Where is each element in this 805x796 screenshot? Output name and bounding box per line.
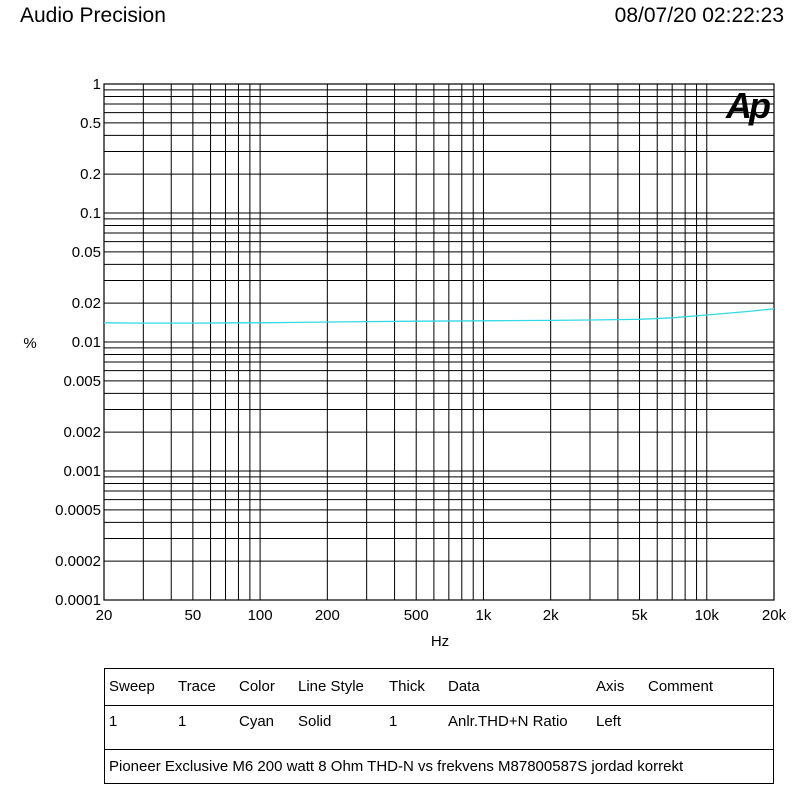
x-tick-label: 2k: [543, 607, 559, 624]
thd-n-chart: 20 50 100 200 500 1k 2k 5k 10k 20k 1 0.5 0.2 0.1 0.05…: [23, 76, 787, 650]
x-tick-label: 10k: [695, 607, 720, 624]
plot-frame: [103, 83, 775, 601]
x-axis-label: Hz: [431, 633, 449, 650]
y-tick-label: 0.2: [80, 166, 101, 183]
test-comment: Pioneer Exclusive M6 200 watt 8 Ohm THD-…: [109, 758, 684, 775]
y-tick-label: 0.0001: [55, 592, 101, 609]
cell-sweep: 1: [109, 713, 118, 730]
y-tick-label: 0.005: [63, 373, 101, 390]
header-data: Data: [448, 678, 480, 695]
x-tick-label: 50: [185, 607, 202, 624]
x-tick-label: 100: [248, 607, 273, 624]
y-tick-label: 0.0002: [55, 553, 101, 570]
cell-axis: Left: [596, 713, 622, 730]
y-tick-label: 0.5: [80, 115, 101, 132]
y-tick-label: 0.1: [80, 205, 101, 222]
legend-header-row: Sweep Trace Color Line Style Thick Data …: [105, 669, 773, 706]
header-comment: Comment: [648, 678, 714, 695]
x-tick-label: 5k: [632, 607, 648, 624]
y-tick-label: 0.02: [72, 295, 101, 312]
x-tick-label: 20: [96, 607, 113, 624]
y-tick-label: 0.05: [72, 244, 101, 261]
x-tick-label: 20k: [762, 607, 787, 624]
report-title: Audio Precision: [20, 4, 166, 27]
chart-grid: [104, 84, 774, 600]
header-sweep: Sweep: [109, 678, 155, 695]
x-tick-label: 500: [404, 607, 429, 624]
header-trace: Trace: [178, 678, 216, 695]
header-axis: Axis: [596, 678, 625, 695]
y-tick-label: 0.002: [63, 424, 101, 441]
header-line-style: Line Style: [298, 678, 364, 695]
x-tick-label: 200: [315, 607, 340, 624]
y-tick-labels: 1 0.5 0.2 0.1 0.05 0.02 0.01 0.005 0.002 0.001 0.0…: [55, 76, 101, 609]
legend-data-row: 1 1 Cyan Solid 1 Anlr.THD+N Ratio Left: [105, 705, 773, 750]
y-axis-label: %: [23, 335, 36, 352]
cell-line-style: Solid: [298, 713, 332, 730]
y-tick-label: 1: [93, 76, 101, 93]
cell-data: Anlr.THD+N Ratio: [448, 713, 568, 730]
cell-thick: 1: [389, 713, 398, 730]
x-tick-labels: 20 50 100 200 500 1k 2k 5k 10k 20k: [96, 607, 787, 624]
series-layer: [103, 308, 775, 324]
cell-trace: 1: [178, 713, 187, 730]
timestamp: 08/07/20 02:22:23: [614, 4, 784, 27]
cell-color: Cyan: [239, 713, 275, 730]
header-thick: Thick: [389, 678, 425, 695]
x-tick-label: 1k: [476, 607, 492, 624]
series-line: [103, 308, 775, 324]
y-tick-label: 0.001: [63, 463, 101, 480]
header-color: Color: [239, 678, 275, 695]
ap-logo: Ap: [725, 85, 770, 126]
y-tick-label: 0.01: [72, 334, 101, 351]
legend-comment-row: Pioneer Exclusive M6 200 watt 8 Ohm THD-…: [105, 749, 773, 785]
legend-table: Sweep Trace Color Line Style Thick Data …: [104, 668, 774, 784]
y-tick-label: 0.0005: [55, 502, 101, 519]
